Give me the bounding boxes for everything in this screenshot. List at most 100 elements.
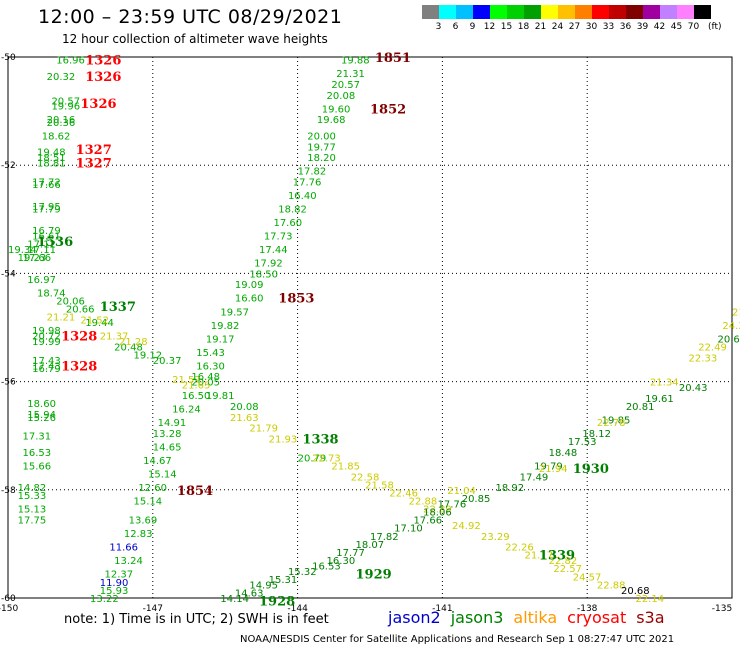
wave-height-value: 15.26 (27, 413, 56, 424)
wave-height-value: 12.83 (124, 529, 153, 540)
satellite-legend: jason2 jason3 altika cryosat s3a (388, 608, 675, 627)
wave-height-value: 21.04 (447, 486, 476, 497)
wave-height-value: 21.63 (230, 413, 259, 424)
pass-time-label: 1326 (85, 54, 121, 69)
pass-time-label: 1928 (259, 595, 295, 610)
color-scale-label: 42 (653, 22, 666, 32)
lon-label: -135 (712, 604, 732, 614)
wave-height-value: 21.52 (80, 315, 109, 326)
wave-height-value: 20.66 (718, 334, 740, 345)
color-scale-label: 45 (670, 22, 683, 32)
wave-height-value: 22.33 (689, 353, 718, 364)
wave-height-value: 19.81 (206, 391, 235, 402)
wave-height-value: 15.66 (22, 461, 51, 472)
wave-height-value: 19.60 (322, 104, 351, 115)
wave-height-value: 20.68 (621, 586, 650, 597)
lat-label: -58 (1, 486, 16, 496)
color-swatch (626, 5, 643, 19)
wave-height-value: 16.30 (196, 361, 225, 372)
pass-time-label: 1328 (61, 330, 97, 345)
wave-height-value: 14.63 (235, 589, 264, 600)
color-swatch (643, 5, 660, 19)
color-swatch (422, 5, 439, 19)
wave-height-value: 19.98 (32, 326, 61, 337)
color-swatch (609, 5, 626, 19)
wave-height-value: 20.06 (56, 296, 85, 307)
wave-height-value: 15.32 (288, 567, 317, 578)
wave-height-value: 17.53 (568, 437, 597, 448)
wave-height-value: 17.10 (394, 524, 423, 535)
lat-label: -54 (1, 269, 16, 279)
wave-height-value: 17.12 (27, 240, 56, 251)
lat-label: -52 (1, 161, 16, 171)
wave-height-value: 21.65 (182, 380, 211, 391)
wave-height-value: 14.65 (153, 443, 182, 454)
wave-height-value: 15.14 (148, 470, 177, 481)
wave-height-value: 22.49 (698, 342, 727, 353)
color-swatch (507, 5, 524, 19)
wave-height-value: 19.96 (51, 102, 80, 113)
wave-height-value: 16.50 (182, 391, 211, 402)
wave-height-value: 17.66 (22, 253, 51, 264)
wave-height-value: 22.89 (423, 505, 452, 516)
legend-s3a: s3a (636, 608, 665, 627)
wave-height-value: 13.22 (90, 594, 119, 605)
wave-height-value: 18.62 (42, 131, 71, 142)
wave-height-value: 18.92 (495, 483, 524, 494)
color-swatch (575, 5, 592, 19)
wave-height-value: 22.82 (549, 556, 578, 567)
wave-height-value: 19.23 (18, 253, 47, 264)
wave-height-value: 15.93 (100, 586, 129, 597)
wave-height-value: 17.92 (254, 259, 283, 270)
wave-height-value: 21.93 (269, 434, 298, 445)
wave-height-value: 19.44 (85, 318, 114, 329)
wave-height-value: 17.82 (370, 532, 399, 543)
lon-label: -141 (432, 604, 452, 614)
color-scale-label: 15 (500, 22, 513, 32)
map-title: 12:00 – 23:59 UTC 08/29/2021 (38, 6, 343, 28)
pass-time-label: 1326 (80, 97, 116, 112)
pass-time-label: 1326 (85, 70, 121, 85)
wave-height-value: 17.49 (520, 472, 549, 483)
wave-height-value: 21.31 (336, 69, 365, 80)
pass-time-label: 1536 (37, 235, 73, 250)
color-scale-label: 33 (602, 22, 615, 32)
color-scale-labels: 3 6 9 12 15 18 21 24 27 30 33 36 39 42 45 70 (422, 22, 740, 34)
wave-height-value: 21.94 (539, 464, 568, 475)
wave-height-value: 15.94 (27, 410, 56, 421)
wave-height-value: 21.28 (119, 337, 148, 348)
color-scale-label: 21 (534, 22, 547, 32)
wave-height-value: 18.60 (27, 399, 56, 410)
pass-time-label: 1327 (76, 143, 112, 158)
wave-height-value: 19.48 (37, 148, 66, 159)
wave-height-value: 19.77 (307, 142, 336, 153)
wave-height-value: 16.53 (312, 562, 341, 573)
lon-label: -144 (287, 604, 308, 614)
wave-height-value: 17.43 (32, 356, 61, 367)
color-swatch (439, 5, 456, 19)
wave-height-value: 17.79 (32, 204, 61, 215)
color-swatch (473, 5, 490, 19)
wave-height-value: 14.95 (249, 580, 278, 591)
wave-height-value: 19.99 (32, 337, 61, 348)
color-swatch (558, 5, 575, 19)
wave-height-value: 19.34 (8, 245, 37, 256)
wave-height-value: 19.57 (220, 307, 249, 318)
wave-height-value: 22.46 (389, 489, 418, 500)
wave-height-value: 20.00 (307, 131, 336, 142)
wave-height-value: 15.43 (196, 348, 225, 359)
wave-height-value: 15.14 (133, 497, 162, 508)
color-scale-label: 24 (551, 22, 564, 32)
note-text: note: 1) Time is in UTC; 2) SWH is in fe… (64, 612, 329, 627)
wave-height-value: 16.24 (172, 405, 201, 416)
color-scale-label: 27 (568, 22, 581, 32)
pass-time-label: 1930 (573, 462, 609, 477)
wave-height-value: 24.92 (452, 521, 481, 532)
map-subtitle: 12 hour collection of altimeter wave hei… (62, 32, 328, 46)
lat-label: -50 (1, 53, 16, 63)
wave-height-value: 20.66 (66, 305, 95, 316)
wave-height-value: 24.3 (722, 321, 740, 332)
color-swatch (694, 5, 711, 19)
pass-time-label: 1851 (375, 51, 411, 66)
pass-time-label: 1929 (356, 568, 392, 583)
